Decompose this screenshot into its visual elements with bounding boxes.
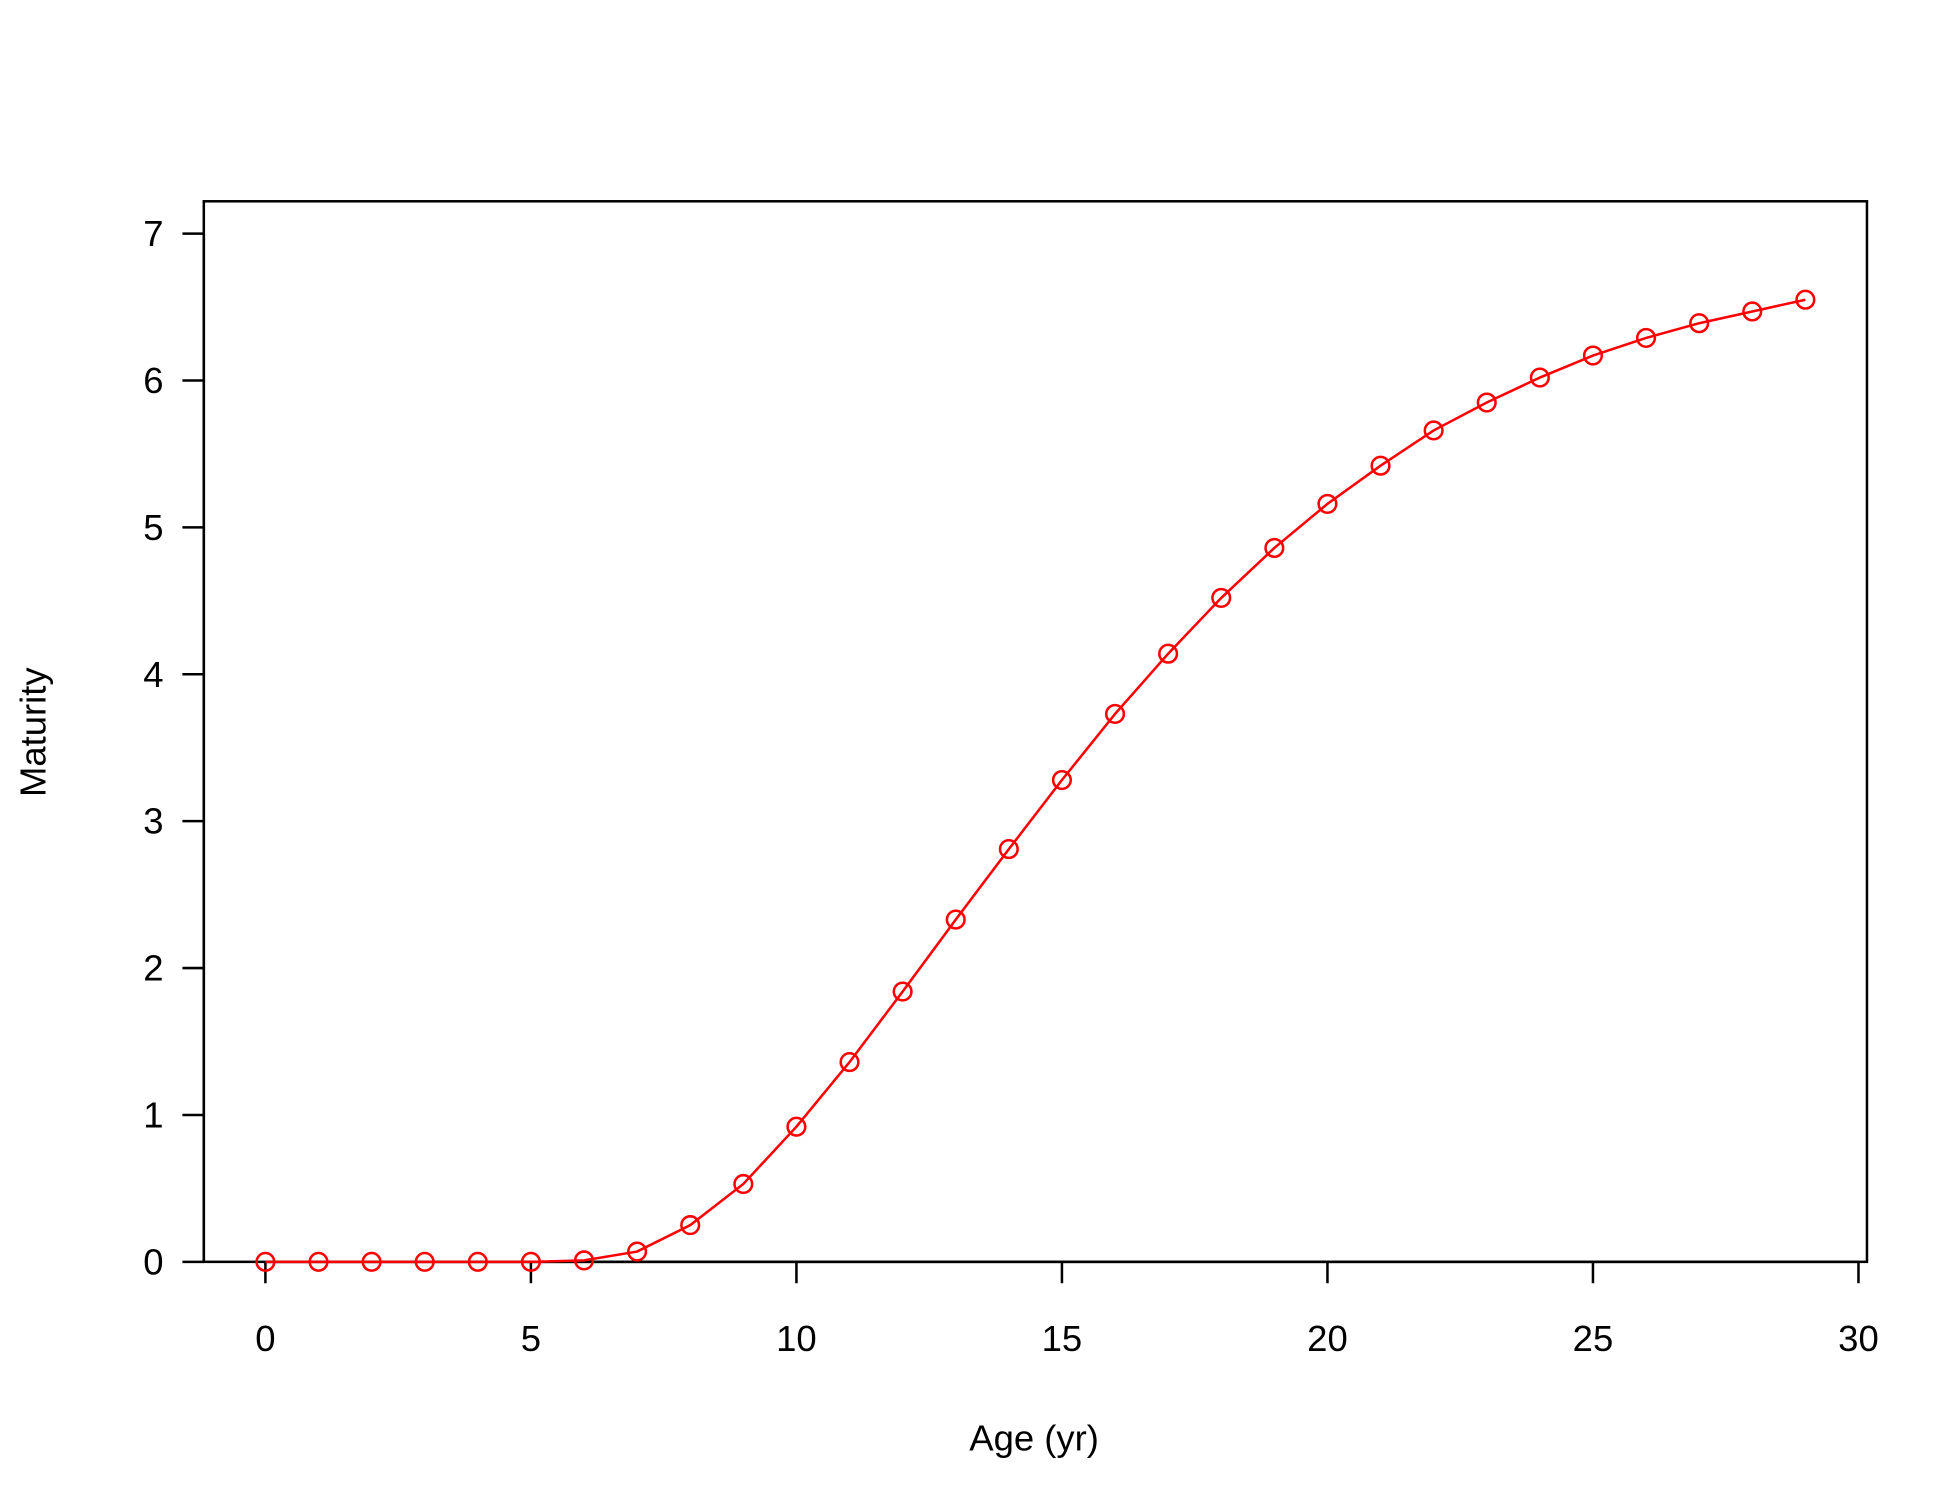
- data-point: [1051, 769, 1073, 791]
- y-tick-label: 6: [143, 360, 163, 401]
- data-point: [733, 1173, 754, 1195]
- y-tick-label: 1: [143, 1095, 163, 1136]
- y-tick-label: 4: [143, 654, 163, 695]
- y-tick-label: 5: [143, 507, 163, 548]
- data-point: [414, 1251, 435, 1272]
- data-point: [1264, 537, 1285, 559]
- y-tick-label: 7: [143, 213, 163, 254]
- data-point: [1529, 367, 1550, 388]
- data-point: [627, 1241, 648, 1262]
- data-point: [945, 909, 966, 930]
- data-point: [1635, 327, 1657, 348]
- data-point: [255, 1251, 276, 1272]
- series-line: [265, 298, 1806, 1264]
- x-axis-title: Age (yr): [969, 1418, 1099, 1459]
- x-tick-label: 30: [1838, 1318, 1879, 1359]
- x-tick-label: 25: [1573, 1318, 1614, 1359]
- data-point: [308, 1251, 329, 1272]
- plot-frame: [202, 200, 1869, 1264]
- x-tick-label: 10: [776, 1318, 817, 1359]
- data-point: [1795, 289, 1816, 310]
- y-tick-label: 3: [143, 801, 163, 842]
- data-point: [1104, 703, 1126, 725]
- data-point: [361, 1251, 382, 1272]
- x-tick-label: 5: [521, 1318, 541, 1359]
- data-point: [1423, 420, 1444, 441]
- data-point: [1158, 643, 1179, 664]
- data-point: [786, 1116, 807, 1137]
- data-point: [892, 981, 913, 1002]
- data-point: [998, 839, 1019, 860]
- y-tick-label: 0: [143, 1241, 163, 1282]
- data-point: [467, 1251, 488, 1272]
- data-point: [1689, 313, 1710, 334]
- data-point: [573, 1250, 595, 1271]
- data-point: [839, 1052, 860, 1073]
- x-tick-label: 15: [1042, 1318, 1083, 1359]
- data-point: [1370, 455, 1391, 476]
- data-point: [1476, 392, 1497, 413]
- data-point: [1582, 345, 1604, 366]
- y-axis-title: Maturity: [12, 667, 53, 797]
- x-tick-label: 0: [255, 1318, 275, 1359]
- y-tick-label: 2: [143, 948, 163, 989]
- data-point: [520, 1251, 541, 1272]
- data-point: [1211, 587, 1232, 608]
- data-point: [1742, 301, 1763, 322]
- x-tick-label: 20: [1307, 1318, 1348, 1359]
- data-point: [680, 1215, 701, 1236]
- data-point: [1317, 493, 1338, 514]
